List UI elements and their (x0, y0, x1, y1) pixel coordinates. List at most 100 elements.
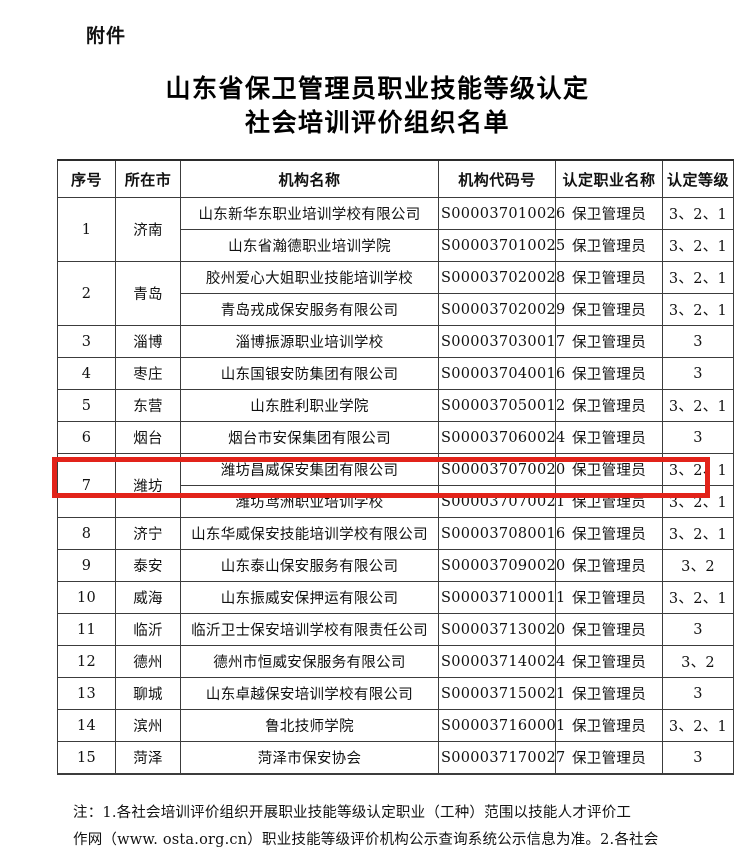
cell-grade: 3、2、1 (662, 581, 734, 614)
table-row: 6 烟台 烟台市安保集团有限公司 S000037060024 保卫管理员 3 (57, 421, 734, 454)
cell-org-name: 山东新华东职业培训学校有限公司 (180, 197, 439, 230)
table-row: 8 济宁 山东华威保安技能培训学校有限公司 S000037080016 保卫管理员 3、2… (57, 517, 734, 550)
cell-index: 10 (57, 581, 116, 614)
cell-org-name: 鲁北技师学院 (180, 709, 439, 742)
cell-org-name: 山东华威保安技能培训学校有限公司 (180, 517, 439, 550)
cell-grade: 3、2、1 (662, 709, 734, 742)
cell-org-code: S000037050012 (438, 389, 565, 422)
cell-city: 枣庄 (115, 357, 181, 390)
cell-city: 泰安 (115, 549, 181, 582)
column-header-grade: 认定等级 (662, 159, 734, 198)
page-title: 山东省保卫管理员职业技能等级认定 社会培训评价组织名单 (0, 72, 755, 140)
cell-occupation: 保卫管理员 (555, 709, 663, 742)
cell-grade: 3 (662, 421, 734, 454)
footnote: 注：1.各社会培训评价组织开展职业技能等级认定职业（工种）范围以技能人才评价工 … (73, 800, 698, 854)
cell-occupation: 保卫管理员 (555, 325, 663, 358)
attachment-label: 附件 (86, 25, 127, 47)
cell-org-code: S000037010025 (438, 229, 565, 262)
cell-org-name: 菏泽市保安协会 (180, 741, 439, 775)
cell-occupation: 保卫管理员 (555, 517, 663, 550)
cell-org-name: 山东省瀚德职业培训学院 (180, 229, 439, 262)
cell-index: 5 (57, 389, 116, 422)
table-header-row: 序号 所在市 机构名称 机构代码号 认定职业名称 认定等级 (57, 159, 734, 198)
cell-grade: 3、2、1 (662, 229, 734, 262)
cell-org-name: 临沂卫士保安培训学校有限责任公司 (180, 613, 439, 646)
cell-org-code: S000037020029 (438, 293, 565, 326)
cell-city: 滨州 (115, 709, 181, 742)
cell-org-code: S000037100011 (438, 581, 565, 614)
cell-grade: 3 (662, 613, 734, 646)
cell-occupation: 保卫管理员 (555, 549, 663, 582)
cell-org-code: S000037160001 (438, 709, 565, 742)
cell-occupation: 保卫管理员 (555, 229, 663, 262)
cell-occupation: 保卫管理员 (555, 485, 663, 518)
cell-occupation: 保卫管理员 (555, 645, 663, 678)
cell-grade: 3、2、1 (662, 453, 734, 486)
cell-org-code: S000037070020 (438, 453, 565, 486)
cell-index: 7 (57, 453, 116, 518)
cell-index: 15 (57, 741, 116, 775)
table-row: 9 泰安 山东泰山保安服务有限公司 S000037090020 保卫管理员 3、2 (57, 549, 734, 582)
table-row: 潍坊鸢洲职业培训学校 S000037070021 保卫管理员 3、2、1 (58, 485, 734, 518)
column-header-org-name: 机构名称 (180, 159, 439, 198)
table-row: 山东省瀚德职业培训学院 S000037010025 保卫管理员 3、2、1 (58, 229, 734, 262)
cell-org-code: S000037080016 (438, 517, 565, 550)
cell-grade: 3、2、1 (662, 197, 734, 230)
cell-index: 12 (57, 645, 116, 678)
cell-org-name: 烟台市安保集团有限公司 (180, 421, 439, 454)
cell-org-code: S000037070021 (438, 485, 565, 518)
cell-city: 德州 (115, 645, 181, 678)
cell-occupation: 保卫管理员 (555, 357, 663, 390)
cell-grade: 3、2、1 (662, 293, 734, 326)
cell-city: 济南 (115, 197, 181, 262)
cell-index: 6 (57, 421, 116, 454)
cell-index: 9 (57, 549, 116, 582)
cell-org-code: S000037090020 (438, 549, 565, 582)
page-title-line-1: 山东省保卫管理员职业技能等级认定 (165, 74, 590, 103)
cell-org-name: 德州市恒威安保服务有限公司 (180, 645, 439, 678)
cell-city: 菏泽 (115, 741, 181, 775)
cell-city: 淄博 (115, 325, 181, 358)
cell-grade: 3、2、1 (662, 261, 734, 294)
cell-index: 2 (57, 261, 116, 326)
table-row: 5 东营 山东胜利职业学院 S000037050012 保卫管理员 3、2、1 (57, 389, 734, 422)
table-row: 14 滨州 鲁北技师学院 S000037160001 保卫管理员 3、2、1 (57, 709, 734, 742)
cell-org-name: 潍坊鸢洲职业培训学校 (180, 485, 439, 518)
cell-grade: 3、2、1 (662, 517, 734, 550)
cell-grade: 3、2、1 (662, 389, 734, 422)
cell-org-name: 淄博振源职业培训学校 (180, 325, 439, 358)
table-row: 青岛戎成保安服务有限公司 S000037020029 保卫管理员 3、2、1 (58, 293, 734, 326)
cell-grade: 3 (662, 741, 734, 775)
cell-org-code: S000037010026 (438, 197, 565, 230)
cell-occupation: 保卫管理员 (555, 389, 663, 422)
column-header-org-code: 机构代码号 (438, 159, 556, 198)
cell-org-name: 山东胜利职业学院 (180, 389, 439, 422)
table-row: 12 德州 德州市恒威安保服务有限公司 S000037140024 保卫管理员 3、2 (57, 645, 734, 678)
cell-city: 青岛 (115, 261, 181, 326)
cell-index: 11 (57, 613, 116, 646)
cell-index: 14 (57, 709, 116, 742)
cell-org-code: S000037130020 (438, 613, 565, 646)
cell-index: 3 (57, 325, 116, 358)
cell-grade: 3 (662, 325, 734, 358)
cell-city: 东营 (115, 389, 181, 422)
cell-occupation: 保卫管理员 (555, 741, 663, 775)
cell-occupation: 保卫管理员 (555, 613, 663, 646)
table-row: 1 济南 山东新华东职业培训学校有限公司 S000037010026 保卫管理员 3、2、… (57, 197, 734, 262)
table-header: 序号 所在市 机构名称 机构代码号 认定职业名称 认定等级 (57, 159, 734, 198)
cell-city: 威海 (115, 581, 181, 614)
table-row: 15 菏泽 菏泽市保安协会 S000037170027 保卫管理员 3 (57, 741, 734, 775)
column-header-city: 所在市 (115, 159, 181, 198)
cell-org-name: 山东卓越保安培训学校有限公司 (180, 677, 439, 710)
column-header-index: 序号 (57, 159, 116, 198)
cell-city: 临沂 (115, 613, 181, 646)
table-row: 3 淄博 淄博振源职业培训学校 S000037030017 保卫管理员 3 (57, 325, 734, 358)
table-row: 7 潍坊 潍坊昌威保安集团有限公司 S000037070020 保卫管理员 3、2、1 (57, 453, 734, 518)
cell-index: 13 (57, 677, 116, 710)
cell-org-code: S000037150021 (438, 677, 565, 710)
cell-org-name: 山东泰山保安服务有限公司 (180, 549, 439, 582)
cell-city: 聊城 (115, 677, 181, 710)
cell-occupation: 保卫管理员 (555, 261, 663, 294)
cell-grade: 3、2 (662, 645, 734, 678)
cell-index: 4 (57, 357, 116, 390)
